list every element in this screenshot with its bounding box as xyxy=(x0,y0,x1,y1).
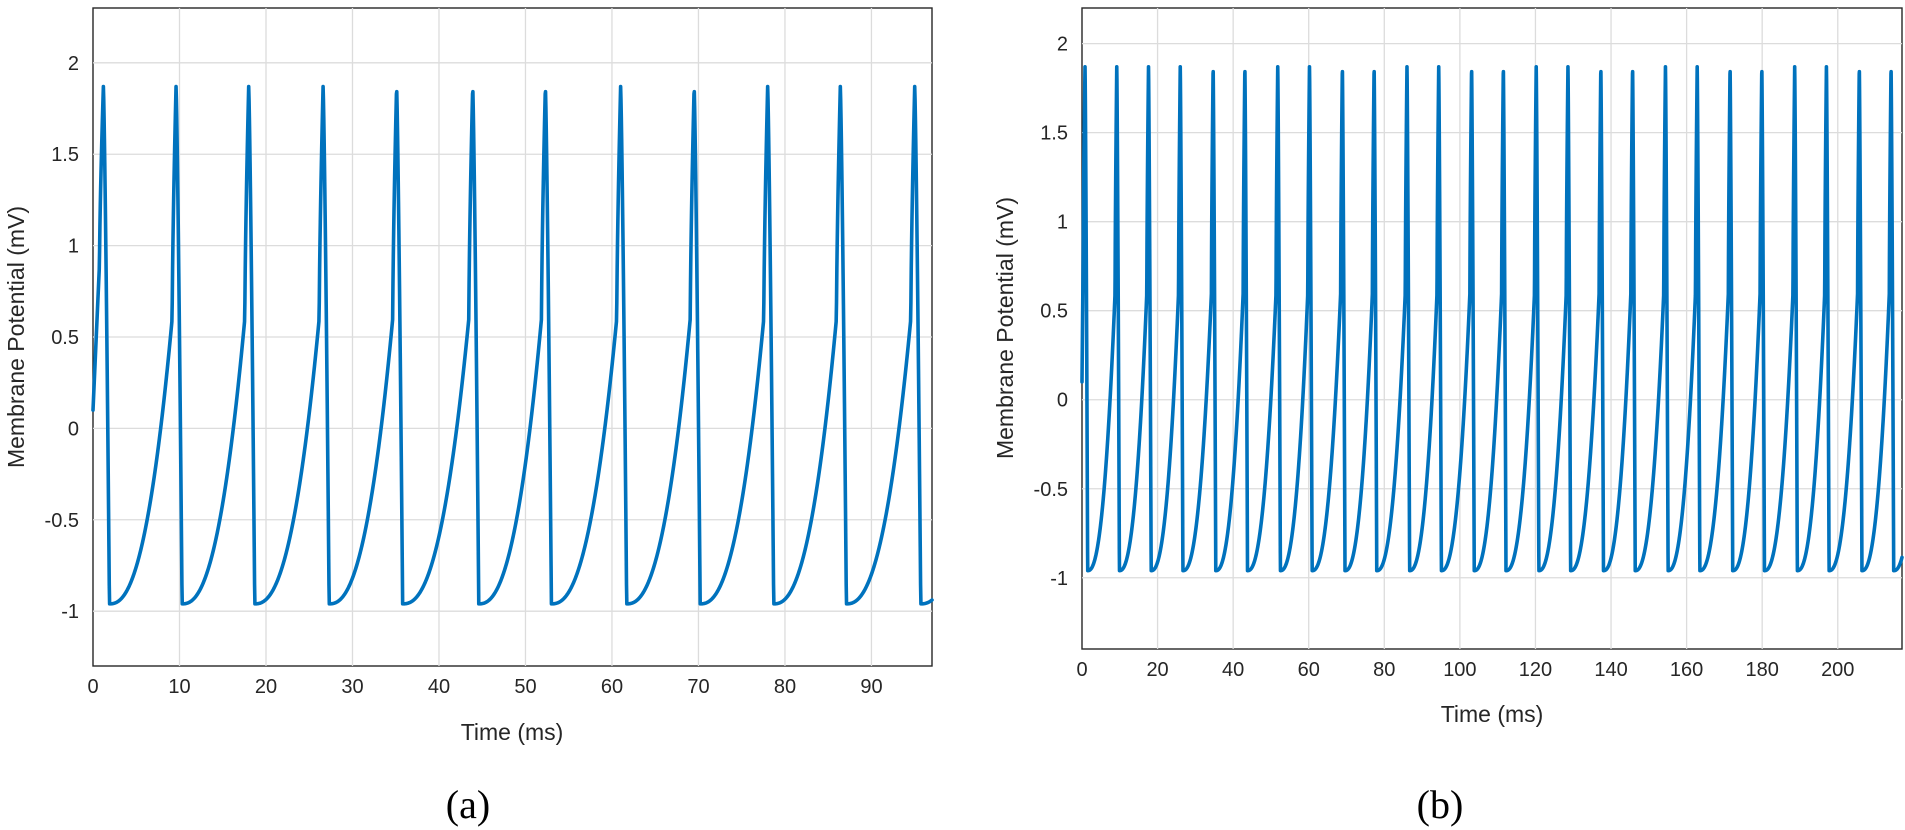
x-tick-label: 120 xyxy=(1519,659,1552,681)
x-tick-label: 50 xyxy=(514,676,536,698)
trace-layer xyxy=(1080,64,1904,573)
x-axis-label: Time (ms) xyxy=(461,719,564,745)
x-tick-label: 0 xyxy=(1076,659,1087,681)
gridlines xyxy=(1082,8,1902,649)
x-tick-label: 80 xyxy=(1373,659,1395,681)
y-tick-label: -0.5 xyxy=(1034,479,1068,501)
chart-panel-a: 0 10 20 30 40 50 60 70 80 90 -1 -0.5 0 0.5 1 1.5 2 Time… xyxy=(3,7,934,827)
y-tick-label: 1 xyxy=(68,236,79,258)
membrane-potential-line xyxy=(1080,64,1904,573)
x-tick-label: 20 xyxy=(1146,659,1168,681)
y-tick-label: 1.5 xyxy=(51,144,79,166)
panel-label-a: (a) xyxy=(446,782,490,827)
x-tick-label: 20 xyxy=(255,676,277,698)
panel-label-b: (b) xyxy=(1417,782,1464,827)
x-tick-label: 40 xyxy=(428,676,450,698)
x-tick-label: 60 xyxy=(601,676,623,698)
x-tick-label: 0 xyxy=(87,676,98,698)
y-tick-labels: -1 -0.5 0 0.5 1 1.5 2 xyxy=(45,53,79,623)
y-axis-label: Membrane Potential (mV) xyxy=(992,197,1018,459)
y-tick-label: 0.5 xyxy=(1040,301,1068,323)
x-tick-label: 40 xyxy=(1222,659,1244,681)
y-tick-label: 1 xyxy=(1057,212,1068,234)
trace-layer xyxy=(91,84,934,606)
y-tick-label: 1.5 xyxy=(1040,123,1068,145)
y-tick-label: 2 xyxy=(1057,34,1068,56)
x-tick-label: 70 xyxy=(687,676,709,698)
x-tick-label: 160 xyxy=(1670,659,1703,681)
y-tick-label: 0.5 xyxy=(51,327,79,349)
x-tick-labels: 0 20 40 60 80 100 120 140 160 180 200 xyxy=(1076,659,1854,681)
x-tick-label: 100 xyxy=(1443,659,1476,681)
plot-area xyxy=(1081,7,1903,650)
y-tick-label: -1 xyxy=(1050,568,1068,590)
y-tick-label: -1 xyxy=(61,601,79,623)
chart-panel-b: 0 20 40 60 80 100 120 140 160 180 200 -1 -0.5 0 0.5 1 1… xyxy=(992,7,1904,827)
x-tick-label: 140 xyxy=(1594,659,1627,681)
x-tick-label: 30 xyxy=(341,676,363,698)
membrane-potential-line xyxy=(91,84,934,606)
y-axis-label: Membrane Potential (mV) xyxy=(3,206,29,468)
y-tick-label: 2 xyxy=(68,53,79,75)
y-tick-label: 0 xyxy=(68,418,79,440)
x-tick-label: 60 xyxy=(1298,659,1320,681)
x-tick-label: 200 xyxy=(1821,659,1854,681)
y-tick-label: -0.5 xyxy=(45,510,79,532)
y-tick-labels: -1 -0.5 0 0.5 1 1.5 2 xyxy=(1034,34,1068,590)
x-tick-label: 10 xyxy=(168,676,190,698)
x-axis-label: Time (ms) xyxy=(1441,701,1544,727)
x-tick-labels: 0 10 20 30 40 50 60 70 80 90 xyxy=(87,676,882,698)
y-tick-label: 0 xyxy=(1057,390,1068,412)
x-tick-label: 80 xyxy=(774,676,796,698)
x-tick-label: 90 xyxy=(860,676,882,698)
x-tick-label: 180 xyxy=(1745,659,1778,681)
